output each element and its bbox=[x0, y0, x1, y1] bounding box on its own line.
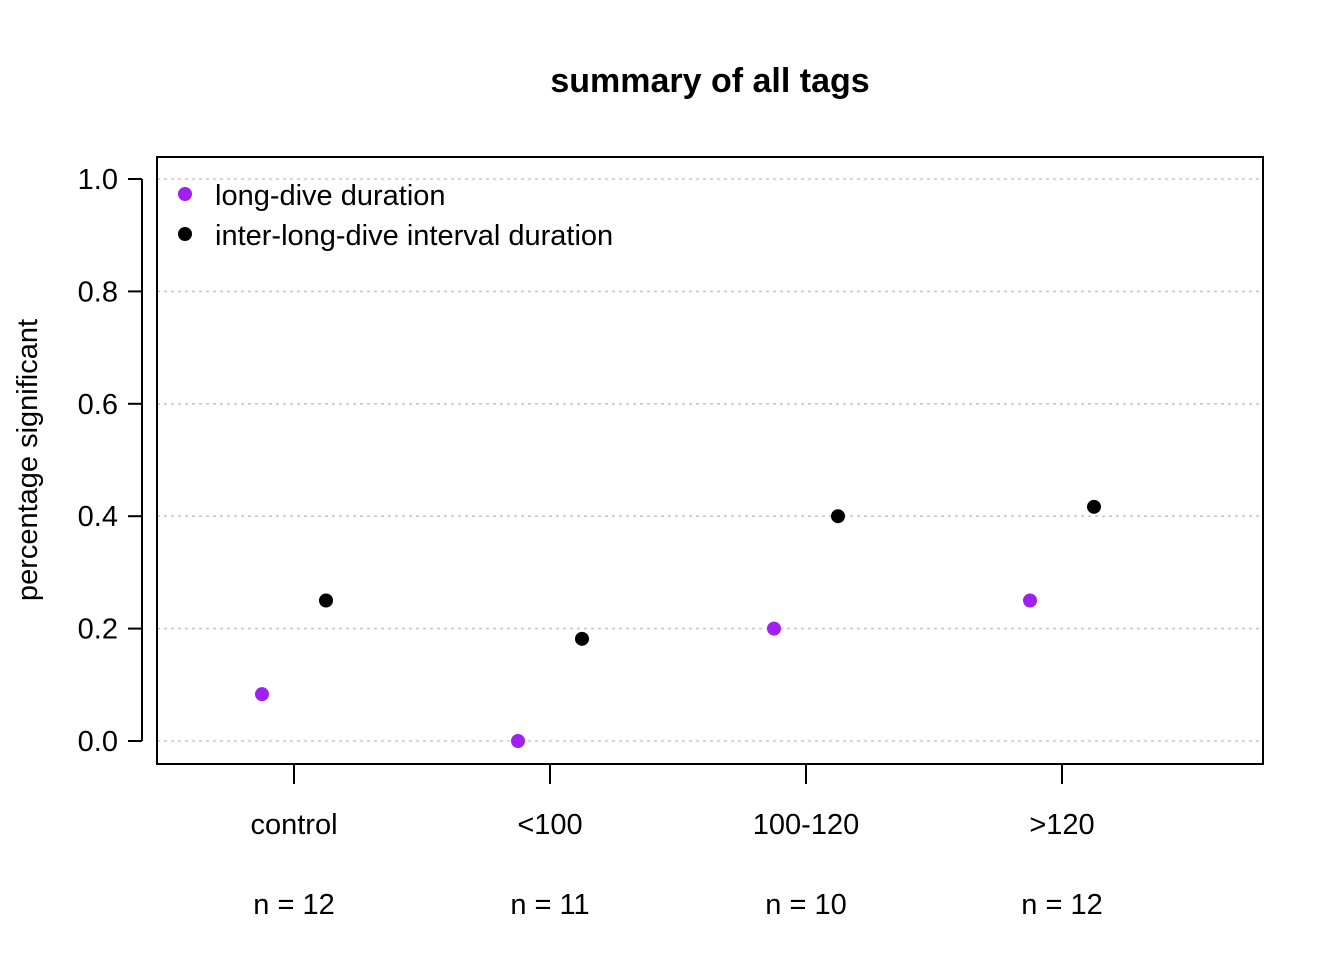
data-points bbox=[255, 499, 1101, 748]
sample-size-label: n = 12 bbox=[1021, 889, 1102, 921]
sample-size-label: n = 11 bbox=[510, 889, 589, 921]
legend: long-dive duration inter-long-dive interv… bbox=[178, 180, 613, 252]
y-tick-label: 0.6 bbox=[78, 389, 118, 421]
data-point-interval bbox=[575, 631, 589, 646]
x-tick-label: <100 bbox=[517, 809, 582, 841]
grid-lines bbox=[157, 178, 1263, 742]
y-axis-label: percentage significant bbox=[12, 319, 44, 601]
legend-marker bbox=[178, 187, 192, 201]
data-point-long-dive bbox=[511, 734, 525, 748]
sample-size-label: n = 10 bbox=[765, 889, 846, 921]
legend-marker bbox=[178, 227, 192, 241]
y-tick-label: 0.4 bbox=[78, 501, 118, 533]
data-point-long-dive bbox=[767, 621, 781, 636]
y-tick-label: 0.0 bbox=[78, 726, 118, 758]
data-point-long-dive bbox=[255, 687, 269, 702]
data-point-long-dive bbox=[1023, 593, 1037, 608]
plot-frame bbox=[156, 156, 1264, 765]
y-tick-label: 1.0 bbox=[78, 164, 118, 196]
y-tick-label: 0.2 bbox=[78, 614, 118, 646]
data-point-interval bbox=[319, 593, 333, 608]
legend-label: inter-long-dive interval duration bbox=[215, 220, 613, 252]
x-tick-label: 100-120 bbox=[753, 809, 859, 841]
data-point-interval bbox=[1087, 499, 1101, 514]
sample-size-label: n = 12 bbox=[253, 889, 334, 921]
y-tick-label: 0.8 bbox=[78, 276, 118, 308]
x-tick-label: >120 bbox=[1029, 809, 1094, 841]
x-tick-label: control bbox=[250, 809, 337, 841]
x-axis: control n = 12 <100 n = 11 100-120 n = 10 >120… bbox=[250, 764, 1103, 921]
chart-title: summary of all tags bbox=[550, 62, 869, 100]
y-axis: 0.0 0.2 0.4 0.6 0.8 1.0 bbox=[78, 164, 143, 758]
data-point-interval bbox=[831, 509, 845, 524]
legend-label: long-dive duration bbox=[215, 180, 446, 212]
